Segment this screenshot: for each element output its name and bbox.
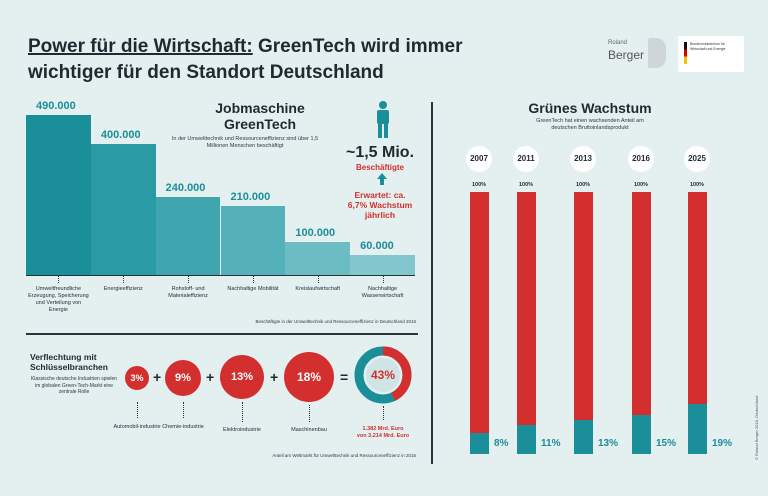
growth-column: [574, 192, 593, 454]
links-title: Verflechtung mit Schlüsselbranchen: [30, 352, 108, 372]
growth-share-label: 8%: [494, 438, 509, 449]
jobs-subtitle: In der Umwelttechnik und Ressourceneffiz…: [171, 136, 319, 149]
jobs-category-label: Umweltfreundliche Erzeugung, Speicherung…: [28, 286, 89, 313]
horizontal-divider: [26, 333, 418, 335]
growth-title: Grünes Wachstum: [528, 100, 652, 116]
jobs-tick: [252, 275, 254, 283]
jobs-bar-value: 490.000: [36, 100, 76, 112]
growth-100-label: 100%: [689, 182, 705, 188]
jobs-bar-value: 240.000: [165, 181, 206, 194]
automobil-label: Automobil-industrie: [113, 424, 161, 430]
jobs-bar: [155, 196, 221, 275]
growth-year-badge: 2007: [466, 146, 492, 172]
growth-100-label: 100%: [518, 182, 534, 188]
growth-100-label: 100%: [633, 182, 649, 188]
maschinenbau-circle: 18%: [284, 352, 334, 402]
jobs-bar-chart: 490.000 Umweltfreundliche Erzeugung, Spei…: [0, 0, 432, 332]
vertical-divider: [431, 102, 433, 464]
growth-100-label: 100%: [575, 182, 591, 188]
person-icon: [375, 101, 391, 139]
growth-share-fill: [574, 419, 593, 454]
equals-sign: =: [340, 369, 349, 385]
jobs-tick: [317, 275, 319, 283]
growth-share-fill: [470, 433, 489, 454]
growth-year-badge: 2025: [684, 146, 710, 172]
jobs-category-label: Energieeffizienz: [103, 286, 143, 292]
total-share-note: 1.382 Mrd. Euro von 3.214 Mrd. Euro: [356, 426, 410, 439]
jobs-bar-value: 60.000: [360, 240, 394, 253]
leader-line: [383, 406, 384, 420]
growth-share-label: 13%: [598, 438, 619, 449]
chemie-circle: 9%: [165, 360, 201, 396]
growth-year-badge: 2011: [513, 146, 539, 172]
jobs-bar: [350, 255, 415, 275]
jobs-bar-value: 400.000: [100, 129, 141, 142]
side-credit: © Roland Berger 2018, Deutschland: [754, 395, 759, 460]
jobs-tick: [382, 275, 384, 283]
links-desc: Klassische deutsche Industrien spielen i…: [30, 376, 118, 395]
chemie-label: Chemie-industrie: [162, 424, 204, 430]
growth-share-label: 19%: [712, 438, 733, 449]
growth-year-badge: 2013: [570, 146, 596, 172]
growth-share-fill: [517, 425, 536, 454]
growth-column: [688, 192, 707, 454]
jobs-bar: [90, 144, 156, 275]
jobs-bar: [220, 206, 286, 275]
growth-share-label: 11%: [541, 438, 561, 449]
elektro-circle: 13%: [220, 355, 264, 399]
page-title-line2: wichtiger für den Standort Deutschland: [28, 62, 384, 83]
growth-column: [470, 192, 489, 454]
growth-share-fill: [688, 404, 707, 454]
roland-berger-logo: Roland Berger: [608, 38, 670, 70]
growth-100-label: 100%: [471, 182, 487, 188]
jobs-title: Jobmaschine GreenTech: [215, 100, 305, 132]
jobs-bar: [285, 242, 351, 275]
growth-subtitle: GreenTech hat einen wachsenden Anteil am…: [536, 118, 644, 131]
jobs-total-label: Beschäftigte: [355, 163, 404, 172]
growth-share-fill: [632, 414, 651, 454]
growth-share-label: 15%: [656, 438, 677, 449]
jobs-growth-note: Erwartet: ca. 6,7% Wachstum jährlich: [347, 190, 413, 220]
leader-line: [309, 405, 310, 422]
jobs-tick: [188, 275, 190, 283]
plus-sign: +: [206, 369, 215, 385]
total-share-label: 43%: [370, 368, 396, 382]
growth-year-badge: 2016: [628, 146, 654, 172]
jobs-category-label: Nachhaltige Mobilität: [227, 286, 279, 292]
links-source: Anteil am Weltmarkt für Umwelttechnik un…: [272, 453, 416, 458]
leader-line: [137, 402, 138, 418]
jobs-bar: [26, 115, 91, 275]
maschinenbau-label: Maschinenbau: [291, 427, 327, 433]
jobs-tick: [123, 275, 125, 283]
jobs-category-label: Nachhaltige Wasserwirtschaft: [361, 286, 404, 299]
jobs-category-label: Rohstoff- und Materialeffizienz: [168, 286, 208, 299]
plus-sign: +: [153, 369, 162, 385]
bmwi-logo: Bundesministerium für Wirtschaft und Ene…: [678, 36, 744, 72]
elektro-label: Elektroindustrie: [223, 427, 261, 433]
jobs-total: ~1,5 Mio.: [345, 144, 415, 161]
page-title: Power für die Wirtschaft: GreenTech wird…: [28, 36, 463, 57]
leader-line: [242, 402, 243, 422]
jobs-category-label: Kreislaufwirtschaft: [295, 286, 341, 292]
growth-column: [632, 192, 651, 454]
jobs-axis-line: [26, 275, 415, 276]
growth-column: [517, 192, 536, 454]
total-share-donut: 43%: [354, 346, 412, 404]
leader-line: [183, 402, 184, 418]
jobs-tick: [58, 275, 60, 283]
automobil-circle: 3%: [125, 366, 149, 390]
jobs-source: Beschäftigte in der Umwelttechnik und Re…: [255, 319, 416, 324]
jobs-bar-value: 100.000: [295, 227, 336, 240]
jobs-bar-value: 210.000: [230, 191, 271, 204]
plus-sign: +: [270, 369, 279, 385]
links-circles: 3% + 9% + 13% + 18% = 43% Automobil-indu…: [113, 346, 412, 439]
growth-bar-chart: 2007 100% 8% 2011 100% 11% 2013 100% 13% 2016 100%…: [432, 140, 762, 470]
arrow-up-icon: [376, 172, 388, 186]
